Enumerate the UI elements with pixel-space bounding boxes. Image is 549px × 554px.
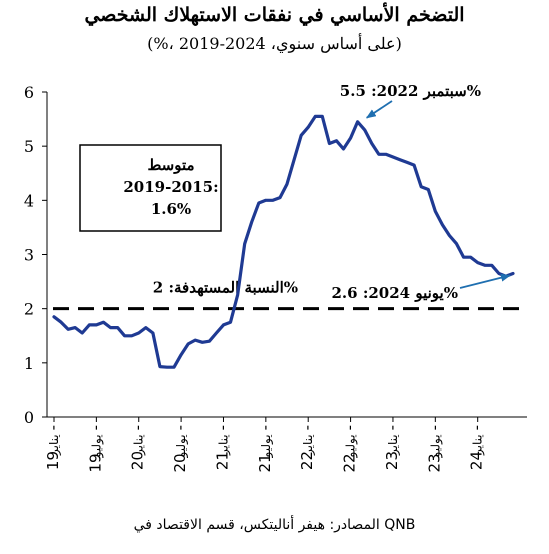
y-tick-label: 2 [24, 300, 34, 319]
x-tick-label: يوليو20- [171, 425, 189, 473]
average-box [79, 144, 222, 232]
y-tick-label: 6 [24, 83, 34, 102]
x-tick-month: يوليو [428, 434, 443, 458]
x-tick-label: يناير21- [213, 425, 231, 470]
annotation-latest: يونيو 2024: 2.6% [332, 284, 459, 302]
y-tick-label: 5 [24, 137, 34, 156]
x-tick-label: يناير20- [129, 425, 147, 470]
x-tick-label: يوليو19- [86, 425, 104, 473]
x-tick-label: يوليو21- [256, 425, 274, 473]
average-box-line: متوسط [147, 156, 194, 174]
source-note: المصادر: هيفر أناليتكس، قسم الاقتصاد في … [133, 517, 416, 533]
x-tick-month: يناير [132, 434, 147, 456]
x-tick-label: يوليو22- [341, 425, 359, 473]
chart-subtitle: (%، على أساس سنوي، 2024-2019) [147, 34, 402, 53]
x-tick-month: يناير [301, 434, 316, 456]
x-tick-month: يناير [47, 434, 62, 456]
y-tick-label: 0 [24, 408, 34, 427]
y-tick-label: 1 [24, 354, 34, 373]
target-label: النسبة المستهدفة: 2% [153, 279, 298, 297]
core-pce-line [52, 114, 515, 369]
x-tick-month: يوليو [89, 434, 104, 458]
x-tick-month: يناير [386, 434, 401, 456]
x-tick-month: يوليو [259, 434, 274, 458]
annotation-peak: سبتمبر 2022: 5.5% [340, 82, 481, 100]
average-box-line: 2019-2015: [123, 178, 218, 196]
x-tick-label: يناير19- [44, 425, 62, 470]
y-tick-label: 3 [24, 246, 34, 265]
x-tick-label: يناير23- [383, 425, 401, 470]
x-tick-month: يناير [216, 434, 231, 456]
x-tick-month: يناير [471, 434, 486, 456]
average-box-line: 1.6% [151, 200, 191, 218]
x-tick-month: يوليو [344, 434, 359, 458]
x-tick-label: يوليو23- [425, 425, 443, 473]
y-tick-label: 4 [24, 191, 34, 210]
annotation-latest-arrow [459, 273, 511, 289]
annotation-peak-arrow [365, 100, 393, 119]
chart-title: التضخم الأساسي في نفقات الاستهلاك الشخصي [84, 4, 465, 26]
x-tick-label: يناير24- [468, 425, 486, 470]
x-tick-label: يناير22- [298, 425, 316, 470]
x-tick-month: يوليو [174, 434, 189, 458]
